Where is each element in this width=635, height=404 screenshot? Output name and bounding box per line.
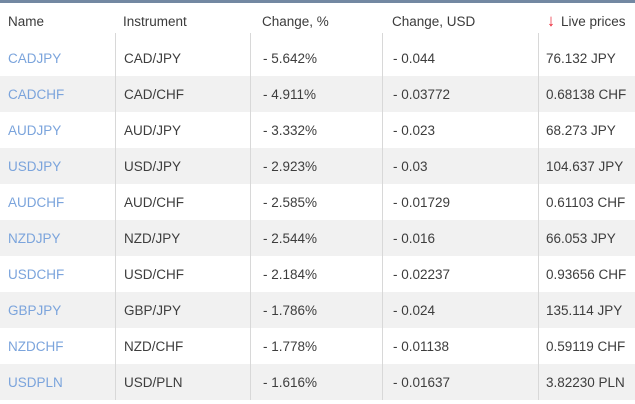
change-usd-cell: - 0.016 (382, 220, 538, 256)
pair-link[interactable]: AUDCHF (8, 194, 65, 210)
name-cell: USDPLN (0, 364, 115, 400)
instrument-cell: USD/PLN (115, 364, 250, 400)
table-row: NZDCHF NZD/CHF - 1.778% - 0.01138 0.5911… (0, 328, 635, 364)
change-usd-cell: - 0.01138 (382, 328, 538, 364)
live-price-cell: 0.61103 CHF (538, 184, 635, 220)
column-header-instrument[interactable]: Instrument (115, 3, 250, 40)
change-pct-cell: - 1.616% (250, 364, 382, 400)
table-header-row: Name Instrument Change, % Change, USD ↓ … (0, 3, 635, 40)
name-cell: CADJPY (0, 40, 115, 76)
table-body: CADJPY CAD/JPY - 5.642% - 0.044 76.132 J… (0, 40, 635, 400)
change-pct-cell: - 2.923% (250, 148, 382, 184)
pair-link[interactable]: CADCHF (8, 86, 65, 102)
table-row: CADCHF CAD/CHF - 4.911% - 0.03772 0.6813… (0, 76, 635, 112)
column-header-change-pct[interactable]: Change, % (250, 3, 382, 40)
change-usd-cell: - 0.03772 (382, 76, 538, 112)
column-header-change-usd-label: Change, USD (392, 14, 476, 29)
pair-link[interactable]: USDPLN (8, 374, 63, 390)
column-header-name-label: Name (8, 14, 45, 29)
column-header-change-usd[interactable]: Change, USD (382, 3, 538, 40)
change-usd-cell: - 0.01637 (382, 364, 538, 400)
instrument-cell: GBP/JPY (115, 292, 250, 328)
table-row: USDPLN USD/PLN - 1.616% - 0.01637 3.8223… (0, 364, 635, 400)
instrument-cell: AUD/CHF (115, 184, 250, 220)
pair-link[interactable]: NZDJPY (8, 230, 61, 246)
name-cell: AUDCHF (0, 184, 115, 220)
instrument-cell: AUD/JPY (115, 112, 250, 148)
change-pct-cell: - 1.778% (250, 328, 382, 364)
change-usd-cell: - 0.024 (382, 292, 538, 328)
name-cell: USDJPY (0, 148, 115, 184)
column-header-instrument-label: Instrument (123, 14, 187, 29)
name-cell: GBPJPY (0, 292, 115, 328)
change-pct-cell: - 3.332% (250, 112, 382, 148)
pair-link[interactable]: AUDJPY (8, 122, 62, 138)
instrument-cell: CAD/CHF (115, 76, 250, 112)
change-usd-cell: - 0.02237 (382, 256, 538, 292)
live-price-cell: 3.82230 PLN (538, 364, 635, 400)
change-pct-cell: - 2.184% (250, 256, 382, 292)
table-row: AUDCHF AUD/CHF - 2.585% - 0.01729 0.6110… (0, 184, 635, 220)
table-row: NZDJPY NZD/JPY - 2.544% - 0.016 66.053 J… (0, 220, 635, 256)
change-pct-cell: - 4.911% (250, 76, 382, 112)
change-pct-cell: - 2.585% (250, 184, 382, 220)
instrument-cell: NZD/CHF (115, 328, 250, 364)
pair-link[interactable]: USDCHF (8, 266, 65, 282)
instrument-cell: NZD/JPY (115, 220, 250, 256)
live-price-cell: 135.114 JPY (538, 292, 635, 328)
table-row: USDCHF USD/CHF - 2.184% - 0.02237 0.9365… (0, 256, 635, 292)
change-usd-cell: - 0.01729 (382, 184, 538, 220)
live-price-cell: 76.132 JPY (538, 40, 635, 76)
instrument-cell: CAD/JPY (115, 40, 250, 76)
table-row: GBPJPY GBP/JPY - 1.786% - 0.024 135.114 … (0, 292, 635, 328)
column-header-name[interactable]: Name (0, 3, 115, 40)
change-usd-cell: - 0.044 (382, 40, 538, 76)
column-header-live-prices-label: Live prices (561, 14, 626, 29)
column-header-change-pct-label: Change, % (262, 14, 329, 29)
live-price-cell: 68.273 JPY (538, 112, 635, 148)
live-price-cell: 0.68138 CHF (538, 76, 635, 112)
change-pct-cell: - 5.642% (250, 40, 382, 76)
sort-descending-icon: ↓ (547, 12, 555, 30)
pair-link[interactable]: USDJPY (8, 158, 62, 174)
pair-link[interactable]: GBPJPY (8, 302, 62, 318)
name-cell: AUDJPY (0, 112, 115, 148)
pair-link[interactable]: NZDCHF (8, 338, 64, 354)
column-header-live-prices[interactable]: ↓ Live prices (538, 3, 635, 40)
live-price-cell: 0.93656 CHF (538, 256, 635, 292)
instrument-cell: USD/CHF (115, 256, 250, 292)
table-row: CADJPY CAD/JPY - 5.642% - 0.044 76.132 J… (0, 40, 635, 76)
change-usd-cell: - 0.023 (382, 112, 538, 148)
table-row: AUDJPY AUD/JPY - 3.332% - 0.023 68.273 J… (0, 112, 635, 148)
table-row: USDJPY USD/JPY - 2.923% - 0.03 104.637 J… (0, 148, 635, 184)
live-price-cell: 104.637 JPY (538, 148, 635, 184)
name-cell: NZDJPY (0, 220, 115, 256)
name-cell: NZDCHF (0, 328, 115, 364)
instrument-cell: USD/JPY (115, 148, 250, 184)
change-pct-cell: - 2.544% (250, 220, 382, 256)
change-pct-cell: - 1.786% (250, 292, 382, 328)
name-cell: CADCHF (0, 76, 115, 112)
live-price-cell: 0.59119 CHF (538, 328, 635, 364)
name-cell: USDCHF (0, 256, 115, 292)
live-price-cell: 66.053 JPY (538, 220, 635, 256)
change-usd-cell: - 0.03 (382, 148, 538, 184)
pair-link[interactable]: CADJPY (8, 50, 62, 66)
